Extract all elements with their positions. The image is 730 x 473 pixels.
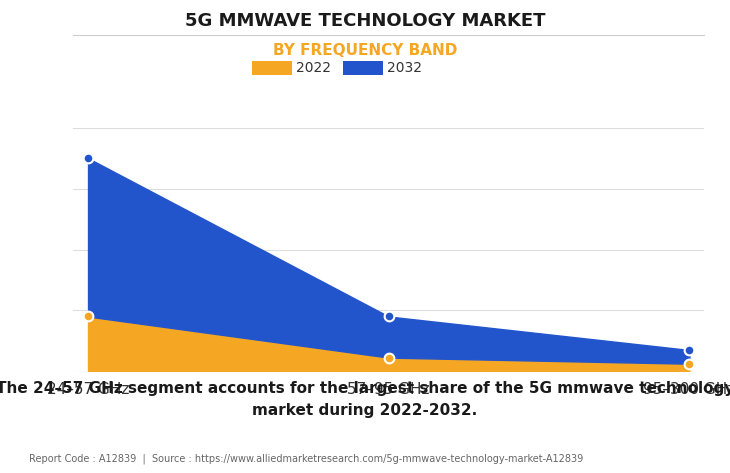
Text: The 24–57 GHz segment accounts for the largest share of the 5G mmwave technology: The 24–57 GHz segment accounts for the l… (0, 381, 730, 418)
Text: Report Code : A12839  |  Source : https://www.alliedmarketresearch.com/5g-mmwave: Report Code : A12839 | Source : https://… (29, 454, 583, 464)
Text: 2032: 2032 (387, 61, 422, 75)
Text: 5G MMWAVE TECHNOLOGY MARKET: 5G MMWAVE TECHNOLOGY MARKET (185, 12, 545, 30)
Text: BY FREQUENCY BAND: BY FREQUENCY BAND (273, 43, 457, 58)
Text: 2022: 2022 (296, 61, 331, 75)
